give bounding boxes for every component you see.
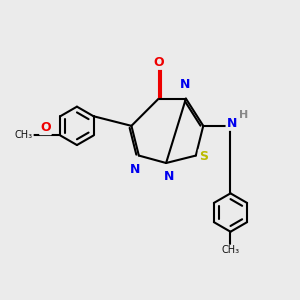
Text: N: N <box>130 163 140 176</box>
Text: N: N <box>164 170 174 183</box>
Text: H: H <box>239 110 248 120</box>
Text: N: N <box>226 117 237 130</box>
Text: O: O <box>153 56 164 69</box>
Text: N: N <box>179 78 190 91</box>
Text: S: S <box>199 150 208 163</box>
Text: O: O <box>40 121 51 134</box>
Text: CH₃: CH₃ <box>221 245 240 255</box>
Text: CH₃: CH₃ <box>15 130 33 140</box>
